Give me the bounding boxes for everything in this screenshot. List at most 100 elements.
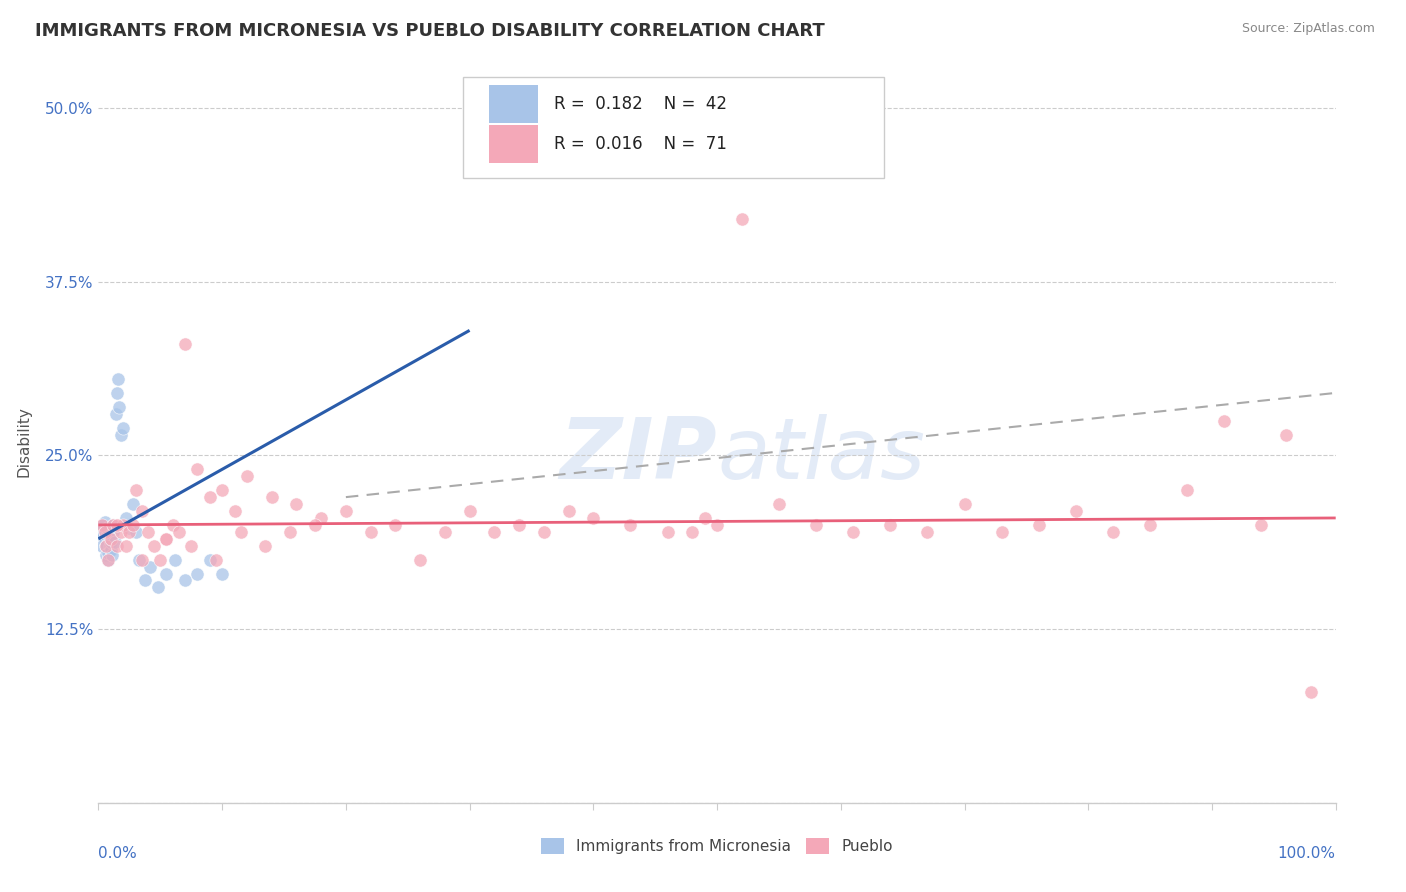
Point [278, 524, 301, 539]
Point [155, 566, 177, 581]
Point [1275, 427, 1298, 442]
Point [90, 524, 112, 539]
Point [285, 497, 308, 511]
Point [124, 483, 146, 498]
Point [96, 521, 118, 535]
Point [236, 469, 259, 483]
Point [96, 529, 118, 543]
Point [309, 511, 332, 525]
Point [93, 524, 115, 539]
Point [484, 524, 506, 539]
Text: Source: ZipAtlas.com: Source: ZipAtlas.com [1241, 22, 1375, 36]
Point [105, 517, 128, 532]
Point [1250, 517, 1272, 532]
Point [360, 524, 382, 539]
Point [335, 504, 357, 518]
Point [104, 407, 127, 421]
Text: R =  0.016    N =  71: R = 0.016 N = 71 [554, 135, 727, 153]
Point [101, 549, 124, 563]
Point [180, 539, 202, 553]
Point [114, 511, 136, 525]
Point [162, 517, 184, 532]
Point [254, 539, 277, 553]
Point [131, 552, 153, 566]
Text: IMMIGRANTS FROM MICRONESIA VS PUEBLO DISABILITY CORRELATION CHART: IMMIGRANTS FROM MICRONESIA VS PUEBLO DIS… [35, 22, 825, 40]
Point [229, 524, 252, 539]
Point [100, 532, 122, 546]
Point [433, 524, 456, 539]
Point [174, 337, 197, 351]
Point [103, 517, 125, 532]
Point [93, 534, 115, 549]
Point [1213, 414, 1236, 428]
Point [98, 532, 121, 546]
Point [118, 524, 141, 539]
Point [114, 539, 136, 553]
Point [1175, 483, 1198, 498]
Point [107, 372, 129, 386]
Point [731, 212, 754, 227]
Point [103, 524, 125, 539]
Point [198, 490, 221, 504]
Point [657, 524, 679, 539]
Point [122, 517, 145, 532]
Point [112, 420, 135, 434]
Point [205, 552, 228, 566]
Point [112, 517, 135, 532]
Point [304, 517, 326, 532]
Point [124, 524, 146, 539]
Point [211, 483, 233, 498]
Point [167, 524, 190, 539]
Point [619, 517, 641, 532]
Point [260, 490, 283, 504]
Point [149, 552, 172, 566]
Point [990, 524, 1012, 539]
Point [97, 546, 120, 560]
Legend: Immigrants from Micronesia, Pueblo: Immigrants from Micronesia, Pueblo [534, 832, 900, 860]
Point [1299, 684, 1322, 698]
Point [91, 532, 114, 546]
Point [98, 539, 121, 553]
Point [384, 517, 406, 532]
Point [134, 574, 156, 588]
Point [94, 539, 117, 553]
Point [804, 517, 827, 532]
FancyBboxPatch shape [489, 125, 537, 162]
Point [143, 539, 166, 553]
Point [103, 534, 125, 549]
Text: 100.0%: 100.0% [1278, 847, 1336, 861]
Point [917, 524, 939, 539]
Point [681, 524, 703, 539]
Point [105, 385, 128, 400]
Point [100, 534, 122, 549]
Point [706, 517, 728, 532]
Point [879, 517, 901, 532]
Point [93, 524, 115, 539]
Point [186, 462, 208, 476]
Point [768, 497, 790, 511]
Point [409, 552, 432, 566]
Point [953, 497, 976, 511]
Point [122, 497, 145, 511]
Point [100, 542, 122, 557]
Point [146, 581, 169, 595]
Point [174, 574, 197, 588]
Text: ZIP: ZIP [560, 415, 717, 498]
Point [1028, 517, 1050, 532]
Point [131, 504, 153, 518]
Point [93, 515, 115, 529]
Point [97, 552, 120, 566]
Point [1139, 517, 1161, 532]
Point [198, 552, 221, 566]
Point [103, 517, 125, 532]
Point [155, 532, 177, 546]
Text: R =  0.182    N =  42: R = 0.182 N = 42 [554, 95, 727, 113]
Point [93, 517, 115, 532]
FancyBboxPatch shape [489, 86, 537, 123]
Point [458, 504, 481, 518]
Point [128, 552, 150, 566]
Point [94, 549, 117, 563]
Text: 0.0%: 0.0% [98, 847, 138, 861]
Text: atlas: atlas [717, 415, 925, 498]
Point [97, 552, 120, 566]
